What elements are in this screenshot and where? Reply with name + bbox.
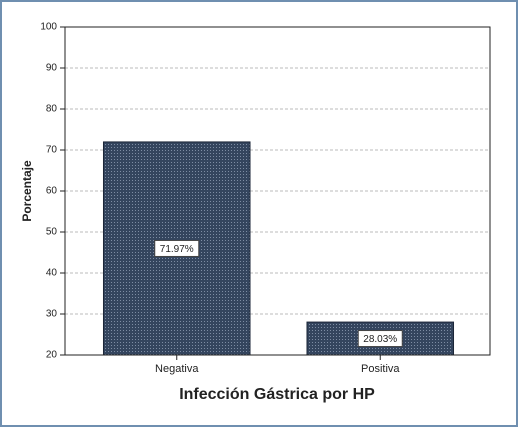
y-tick-label: 100 [40,22,57,33]
x-axis-label: Infección Gástrica por HP [179,386,375,403]
y-tick-label: 50 [46,227,58,238]
value-label-box [357,330,403,348]
x-tick-label: Positiva [361,363,400,375]
y-tick-label: 20 [46,350,58,361]
y-tick-label: 60 [46,186,58,197]
value-label: 28.03% [363,334,397,345]
y-tick-label: 30 [46,309,58,320]
y-tick-label: 80 [46,104,58,115]
y-tick-label: 70 [46,145,58,156]
x-tick-label: Negativa [155,363,199,375]
plot-border [64,26,491,356]
y-tick-label: 90 [46,63,58,74]
value-label: 71.97% [160,244,194,255]
y-tick-label: 40 [46,268,58,279]
y-axis-label: Porcentaje [20,160,34,222]
value-label-box [154,239,200,257]
